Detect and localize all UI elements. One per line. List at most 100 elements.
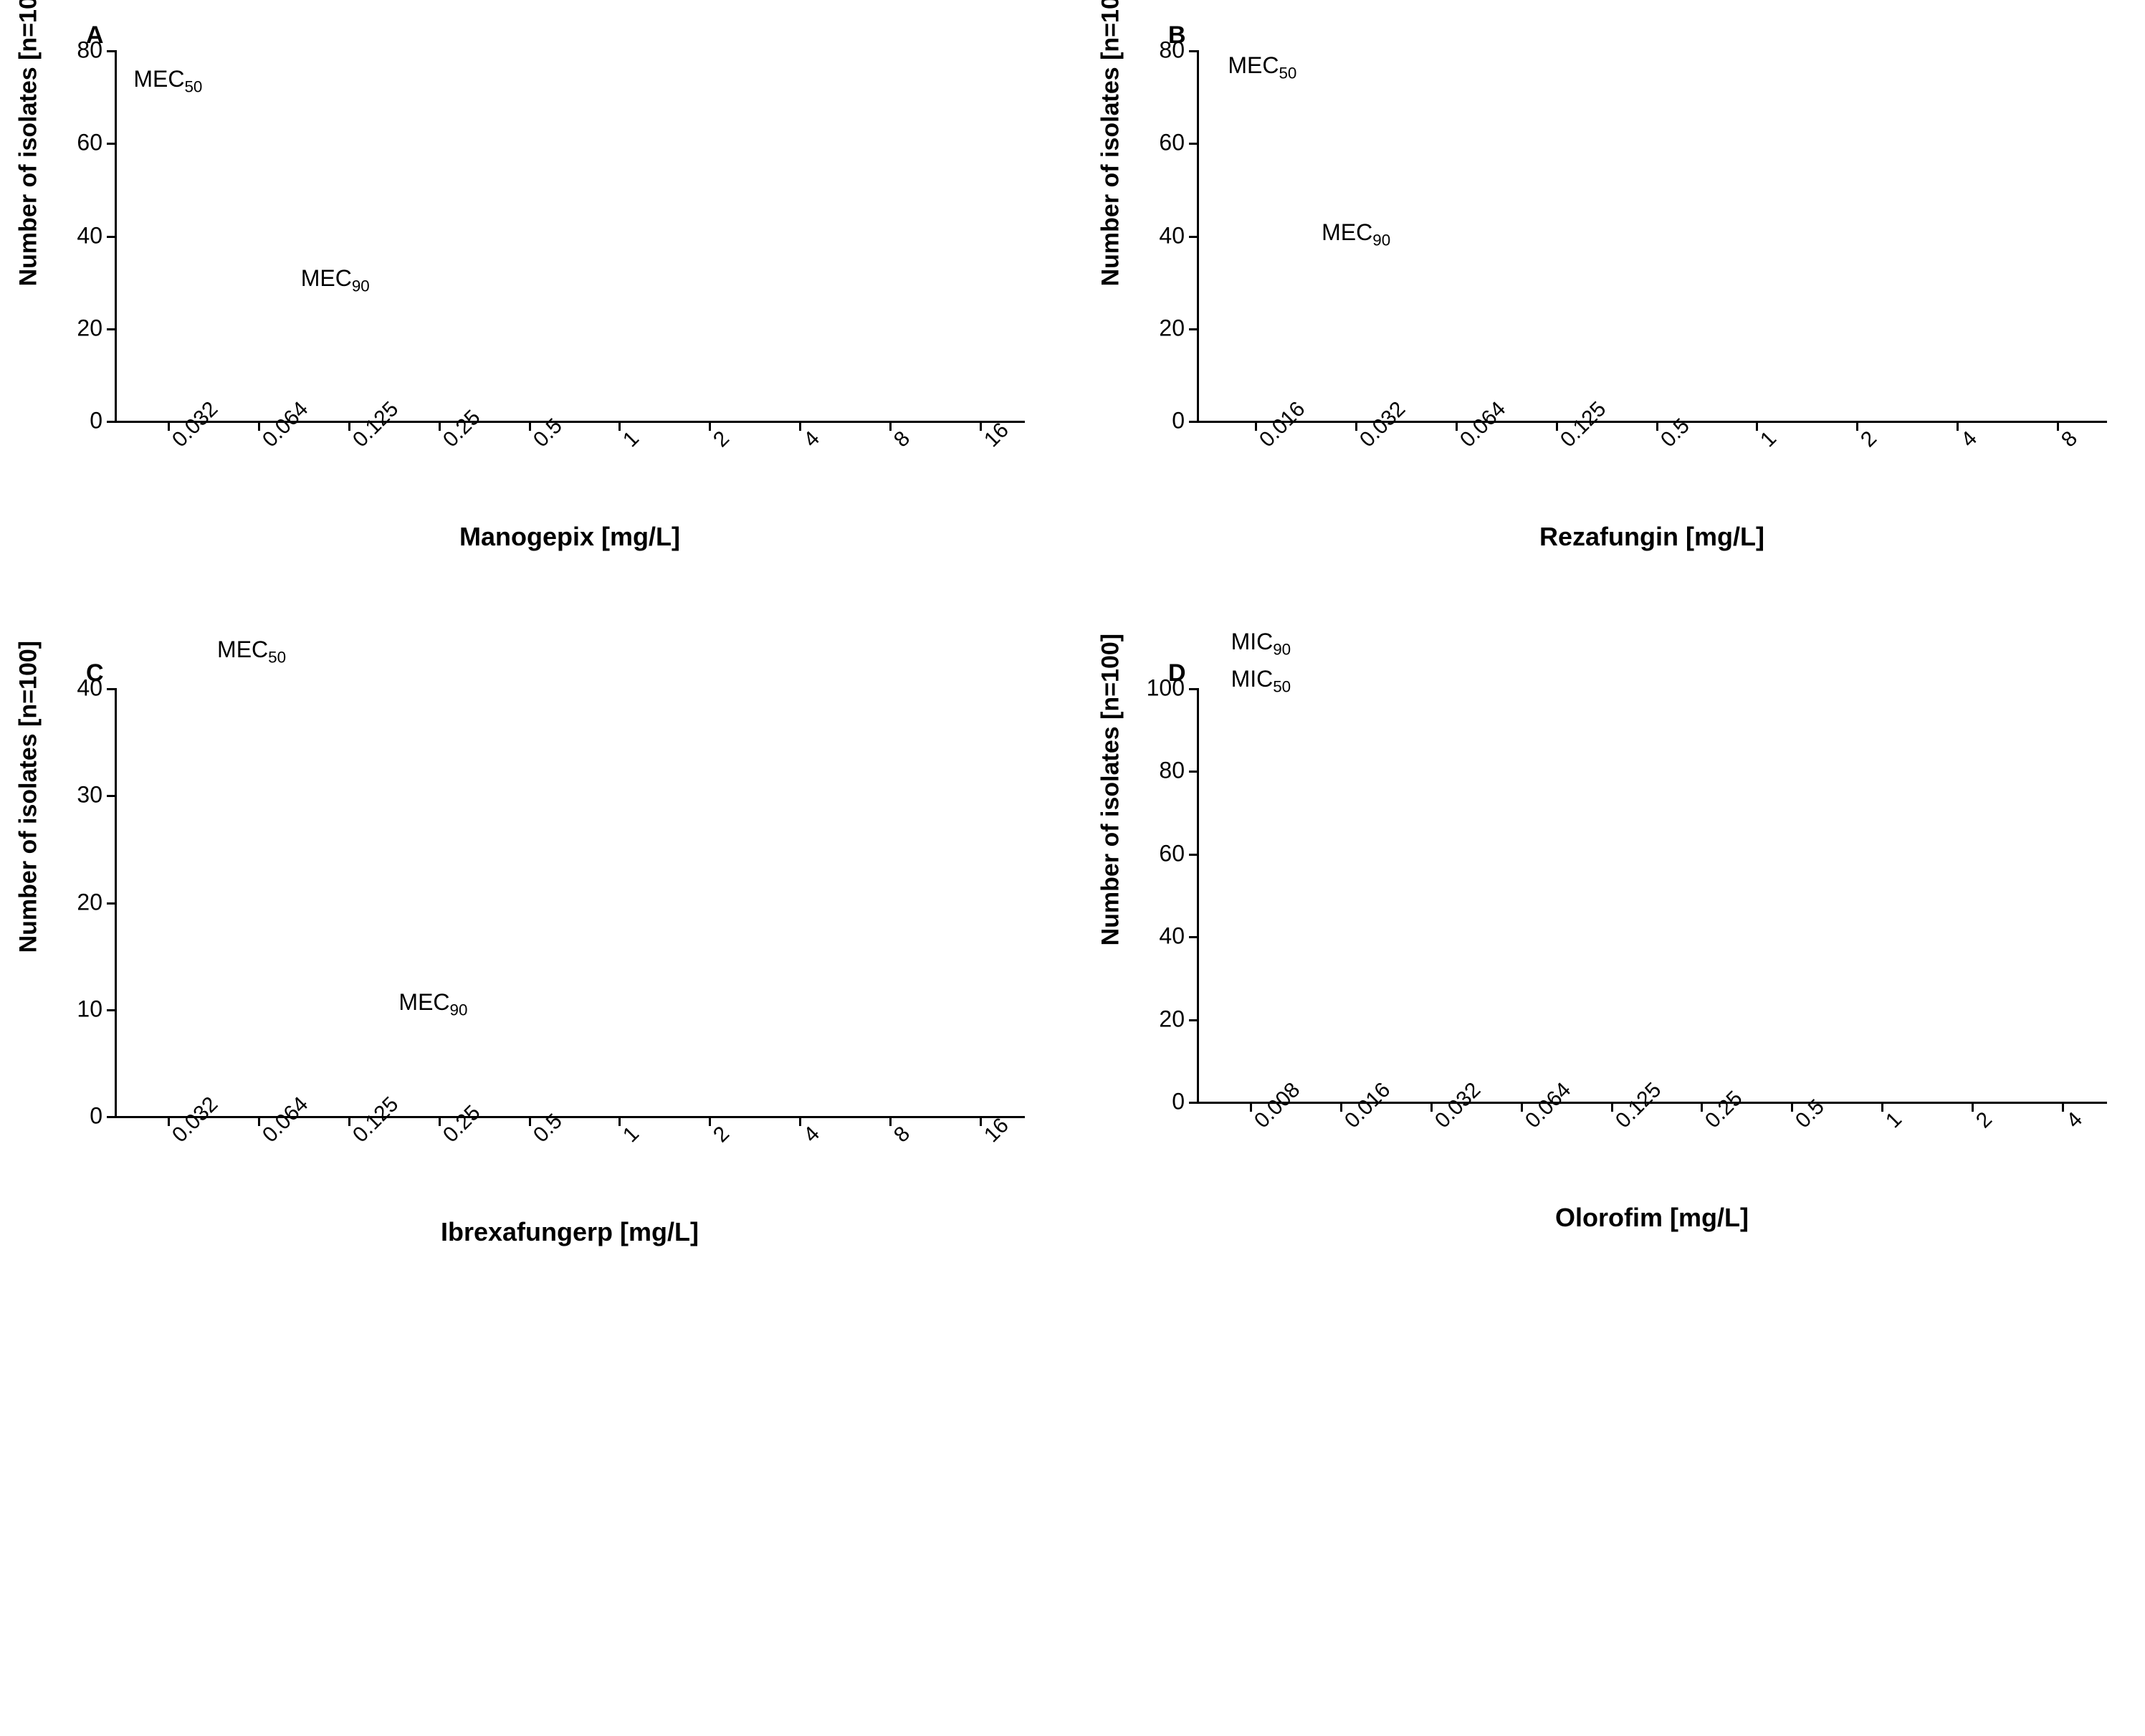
x-tick xyxy=(980,1116,982,1126)
bars-container: 0.0320.0640.1250.250.5124816 xyxy=(117,50,1025,421)
chart-wrap: Number of isolates [n=100]0204060801000.… xyxy=(1111,667,2107,1247)
y-tick-label: 40 xyxy=(1159,923,1199,950)
x-tick-label: 16 xyxy=(980,1113,1014,1148)
y-tick-label: 60 xyxy=(1159,840,1199,867)
panel-d: DNumber of isolates [n=100]0204060801000… xyxy=(1111,667,2107,1262)
x-axis-label: Rezafungin [mg/L] xyxy=(1197,522,2107,552)
y-tick-label: 40 xyxy=(77,222,117,249)
x-tick xyxy=(1430,1102,1433,1112)
x-tick xyxy=(1556,421,1558,431)
x-tick-label: 0.032 xyxy=(168,397,223,452)
x-tick xyxy=(1881,1102,1883,1112)
x-axis-label: Manogepix [mg/L] xyxy=(115,522,1025,552)
x-tick xyxy=(618,421,621,431)
annotation: MIC90 xyxy=(1231,629,1291,659)
x-tick-label: 8 xyxy=(2057,426,2083,452)
x-tick xyxy=(980,421,982,431)
x-tick-label: 1 xyxy=(618,1122,644,1148)
x-tick xyxy=(2057,421,2059,431)
y-tick-label: 60 xyxy=(1159,130,1199,156)
x-tick xyxy=(889,421,892,431)
y-tick-label: 30 xyxy=(77,782,117,809)
x-tick-label: 0.032 xyxy=(1430,1078,1486,1133)
bars-container: 0.0080.0160.0320.0640.1250.250.5124 xyxy=(1199,688,2107,1102)
annotation: MIC50 xyxy=(1231,666,1291,696)
x-tick xyxy=(529,1116,531,1126)
x-tick-label: 0.016 xyxy=(1340,1078,1395,1133)
x-tick xyxy=(709,421,711,431)
x-tick-label: 0.064 xyxy=(1456,397,1511,452)
x-tick-label: 0.25 xyxy=(1701,1087,1747,1133)
y-axis-label: Number of isolates [n=100] xyxy=(1097,634,1125,946)
chart-wrap: Number of isolates [n=100]0102030400.032… xyxy=(29,667,1025,1262)
x-tick-label: 2 xyxy=(709,426,735,452)
y-tick-label: 20 xyxy=(1159,1006,1199,1032)
annotation: MEC50 xyxy=(133,66,202,96)
x-tick xyxy=(1250,1102,1252,1112)
panel-b: BNumber of isolates [n=100]0204060800.01… xyxy=(1111,29,2107,624)
x-tick-label: 0.008 xyxy=(1250,1078,1305,1133)
panel-a: ANumber of isolates [n=100]0204060800.03… xyxy=(29,29,1025,624)
x-tick xyxy=(1856,421,1858,431)
x-tick-label: 1 xyxy=(618,426,644,452)
plot-area: 0204060800.0160.0320.0640.1250.51248MEC5… xyxy=(1197,50,2107,423)
x-tick-label: 0.125 xyxy=(1611,1078,1666,1133)
x-tick-label: 0.25 xyxy=(439,1101,485,1148)
x-tick-label: 0.5 xyxy=(1791,1095,1830,1134)
x-tick xyxy=(258,421,260,431)
x-tick xyxy=(2062,1102,2064,1112)
x-tick xyxy=(1611,1102,1613,1112)
annotation: MEC90 xyxy=(301,265,370,295)
x-tick xyxy=(168,421,170,431)
x-tick-label: 0.125 xyxy=(348,397,403,452)
x-tick-label: 1 xyxy=(1881,1107,1907,1133)
x-tick xyxy=(439,1116,441,1126)
x-tick xyxy=(1701,1102,1703,1112)
y-tick-label: 40 xyxy=(77,675,117,702)
x-tick-label: 4 xyxy=(2062,1107,2088,1133)
y-tick-label: 20 xyxy=(77,889,117,915)
y-tick-label: 20 xyxy=(1159,315,1199,341)
x-tick xyxy=(1756,421,1758,431)
y-axis-label: Number of isolates [n=100] xyxy=(15,0,43,286)
x-tick-label: 8 xyxy=(889,426,915,452)
x-tick-label: 0.064 xyxy=(1521,1078,1576,1133)
annotation: MEC50 xyxy=(217,636,286,667)
plot-area: 0204060801000.0080.0160.0320.0640.1250.2… xyxy=(1197,688,2107,1104)
y-tick-label: 0 xyxy=(90,408,117,434)
x-tick xyxy=(1340,1102,1342,1112)
annotation: MEC50 xyxy=(1228,52,1296,82)
x-tick-label: 0.064 xyxy=(258,397,313,452)
x-tick-label: 0.064 xyxy=(258,1092,313,1148)
plot-area: 0102030400.0320.0640.1250.250.5124816MEC… xyxy=(115,688,1025,1118)
x-tick xyxy=(799,1116,801,1126)
x-tick-label: 0.032 xyxy=(168,1092,223,1148)
x-tick xyxy=(799,421,801,431)
y-tick-label: 80 xyxy=(1159,758,1199,784)
x-tick-label: 0.032 xyxy=(1355,397,1410,452)
x-tick xyxy=(348,421,350,431)
x-tick-label: 1 xyxy=(1756,426,1782,452)
plot-area: 0204060800.0320.0640.1250.250.5124816MEC… xyxy=(115,50,1025,423)
chart-wrap: Number of isolates [n=100]0204060800.016… xyxy=(1111,29,2107,566)
y-tick-label: 0 xyxy=(90,1103,117,1130)
y-tick-label: 0 xyxy=(1172,408,1199,434)
y-tick-label: 40 xyxy=(1159,222,1199,249)
x-tick-label: 2 xyxy=(1856,426,1882,452)
bars-container: 0.0320.0640.1250.250.5124816 xyxy=(117,688,1025,1116)
chart-grid: ANumber of isolates [n=100]0204060800.03… xyxy=(29,29,2107,1262)
x-tick-label: 0.5 xyxy=(529,414,568,453)
x-tick xyxy=(709,1116,711,1126)
chart-wrap: Number of isolates [n=100]0204060800.032… xyxy=(29,29,1025,566)
y-axis-label: Number of isolates [n=100] xyxy=(15,641,43,953)
x-tick-label: 0.5 xyxy=(1656,414,1695,453)
y-axis-label: Number of isolates [n=100] xyxy=(1097,0,1125,286)
y-tick-label: 80 xyxy=(1159,37,1199,64)
y-tick-label: 20 xyxy=(77,315,117,341)
x-tick-label: 4 xyxy=(1957,426,1982,452)
y-tick-label: 60 xyxy=(77,130,117,156)
x-tick-label: 4 xyxy=(799,426,825,452)
y-tick-label: 100 xyxy=(1147,675,1199,702)
y-tick-label: 80 xyxy=(77,37,117,64)
x-tick xyxy=(1957,421,1959,431)
